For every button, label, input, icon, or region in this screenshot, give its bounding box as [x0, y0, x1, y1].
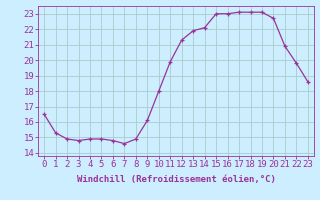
- X-axis label: Windchill (Refroidissement éolien,°C): Windchill (Refroidissement éolien,°C): [76, 175, 276, 184]
